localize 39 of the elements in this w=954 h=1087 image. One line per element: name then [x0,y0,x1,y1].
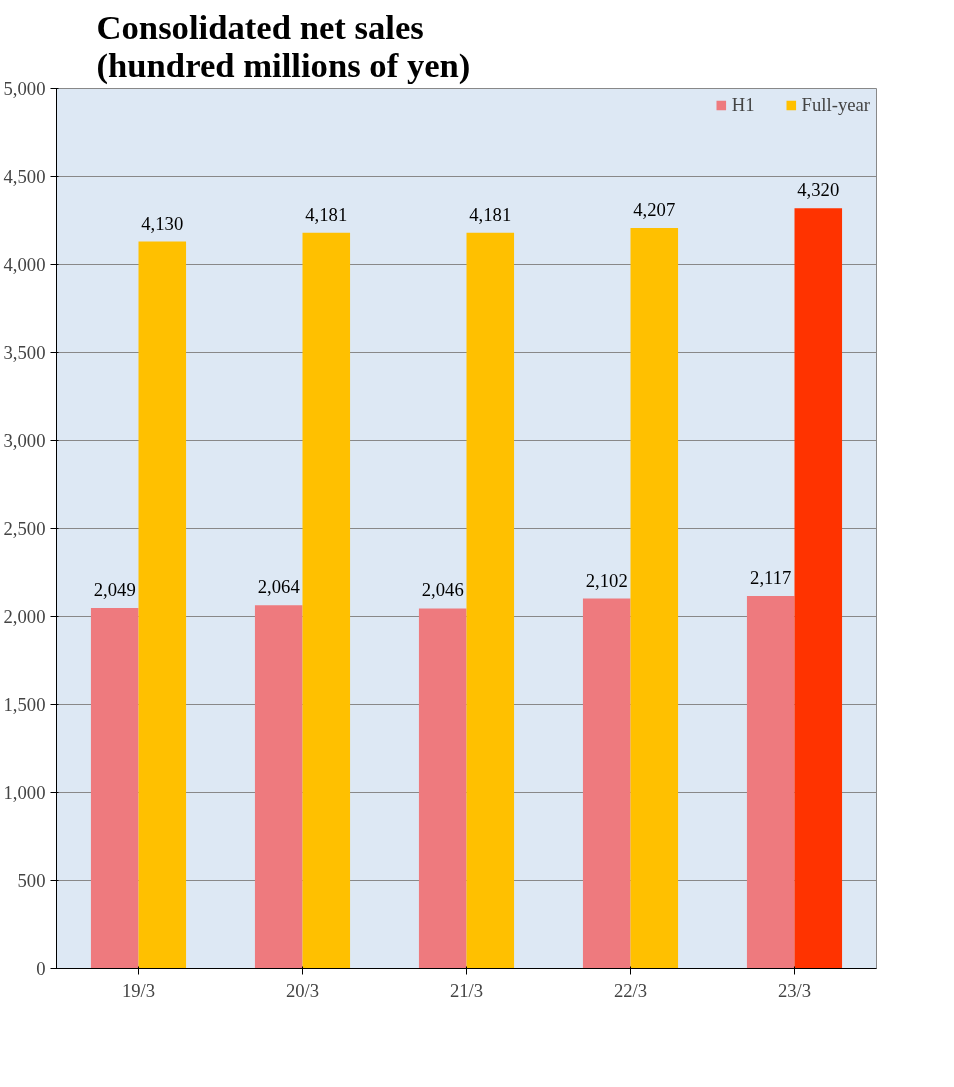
x-tick-label: 19/3 [121,979,156,1001]
data-label: 2,049 [93,578,136,600]
bar [466,232,515,969]
x-tick-label: 23/3 [777,979,812,1001]
y-tick-label: 5,000 [3,78,46,99]
data-label: 4,181 [469,203,512,225]
chart-title: Consolidated net sales (hundred millions of yen) [96,7,471,85]
y-tick-label: 2,500 [3,518,46,539]
bar [418,608,467,969]
y-tick-label: 1,000 [3,782,46,803]
x-tick-label: 22/3 [613,979,648,1001]
legend-label: H1 [731,94,755,116]
y-tick-label: 4,500 [3,166,46,187]
bar [90,607,139,969]
y-tick-label: 0 [36,958,46,979]
bar [630,228,679,969]
x-tick-label: 21/3 [449,979,484,1001]
data-label: 2,102 [585,569,628,591]
data-label: 4,130 [141,212,184,234]
y-tick-label: 1,500 [3,694,46,715]
data-label: 2,117 [750,566,792,588]
y-tick-label: 2,000 [3,606,46,627]
data-label: 4,181 [305,203,348,225]
legend-label: Full-year [801,94,870,116]
bar [302,232,351,969]
bar [746,595,795,969]
data-label: 2,064 [257,576,301,598]
bar [794,208,843,969]
y-tick-label: 3,500 [3,342,46,363]
y-tick-label: 3,000 [3,430,46,451]
y-tick-label: 500 [17,870,46,891]
x-tick-label: 20/3 [285,979,320,1001]
bar [254,605,303,969]
bar [138,241,187,969]
data-label: 4,320 [797,179,840,201]
data-label: 4,207 [633,199,676,221]
data-label: 2,046 [421,579,464,601]
y-tick-label: 4,000 [3,254,46,275]
bar [582,598,631,969]
